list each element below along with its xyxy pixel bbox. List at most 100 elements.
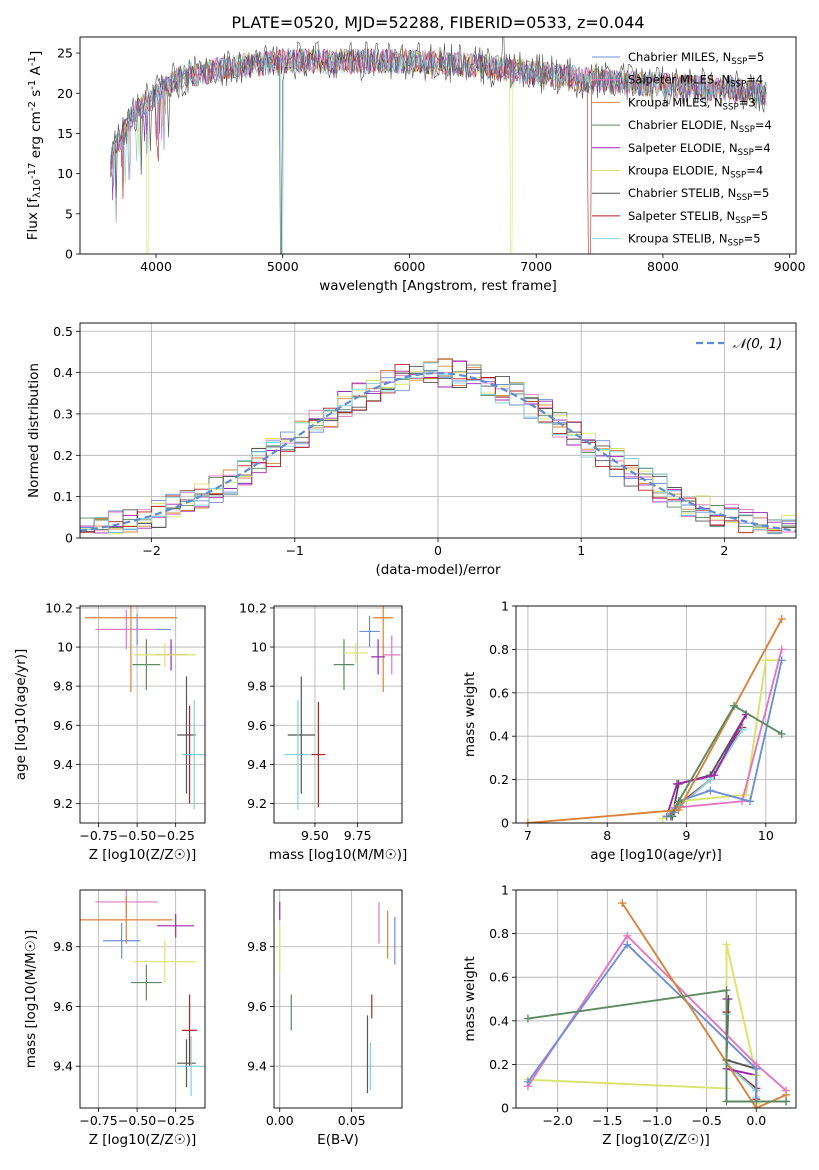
weight-point-marker	[730, 701, 739, 710]
weight-point-marker	[722, 1097, 731, 1106]
weight-point-marker	[673, 779, 682, 788]
x-tick-label: 10	[758, 828, 774, 843]
y-tick-label: 20	[57, 86, 73, 101]
weight-point-marker	[674, 805, 683, 814]
plot-area	[284, 606, 401, 810]
axes-frame	[79, 605, 206, 824]
y-tick-label: 0.3	[53, 406, 73, 421]
y-tick-label: 0	[65, 531, 73, 546]
weight-point-marker	[523, 819, 532, 823]
legend-label: Chabrier STELIB, NSSP=5	[628, 186, 769, 203]
legend-label: Kroupa ELODIE, NSSP=4	[628, 164, 763, 181]
weight-vs-metallicity-chart: −2.0 −1.5 −1.0 −0.5 0.0 0 0.2 0.4 0.6 0.8 1 Z [log1…	[462, 883, 797, 1148]
y-tick-label: 0.4	[489, 1013, 509, 1028]
y-tick-label: 9.8	[53, 679, 73, 694]
y-tick-label: 0.4	[489, 729, 509, 744]
x-tick-label: 0.0	[746, 1113, 766, 1128]
y-tick-label: 9.8	[53, 939, 73, 954]
x-tick-label: 9000	[774, 259, 806, 274]
weight-point-marker	[706, 786, 715, 795]
y-tick-label: 9.2	[247, 796, 267, 811]
weight-series-line	[621, 902, 787, 1108]
legend-label: Salpeter ELODIE, NSSP=4	[628, 141, 771, 158]
x-tick-label: 9.50	[301, 828, 329, 843]
weight-point-marker	[761, 656, 770, 665]
legend-label: Kroupa STELIB, NSSP=5	[628, 232, 761, 249]
spectrum-chart: 4000 5000 6000 7000 8000 9000 0 5 10 15 20 25 wavele…	[25, 36, 806, 294]
y-tick-label: 9.6	[247, 718, 267, 733]
x-axis-label: Z [log10(Z/Z☉)]	[602, 1132, 710, 1148]
y-tick-label: 1	[501, 883, 509, 898]
spectrum-series-line	[110, 48, 767, 254]
legend-label: Kroupa MILES, NSSP=3	[628, 95, 756, 112]
y-tick-label: 0.2	[53, 448, 73, 463]
y-tick-label: 0.1	[53, 489, 73, 504]
plot-area	[279, 901, 396, 1094]
weight-point-marker	[738, 725, 747, 734]
weight-point-marker	[523, 1014, 532, 1023]
weight-series-line	[527, 944, 758, 1104]
y-tick-label: 0	[501, 1101, 509, 1116]
age-vs-mass-chart: 9.50 9.75 9.2 9.4 9.6 9.8 10 10.2 mass [log10(M/…	[239, 600, 408, 863]
y-tick-label: 9.4	[53, 1059, 73, 1074]
spectrum-legend: Chabrier MILES, NSSP=5 Salpeter MILES, NS…	[592, 50, 772, 249]
y-tick-label: 15	[57, 126, 73, 141]
x-tick-label: −0.50	[118, 828, 156, 843]
plot-area	[80, 358, 796, 535]
residual-chart: −2 −1 0 1 2 0 0.1 0.2 0.3 0.4 0.5 (data-model)/erro…	[26, 322, 797, 578]
x-tick-label: 0.00	[266, 1113, 294, 1128]
y-tick-label: 0.6	[489, 970, 509, 985]
y-tick-label: 1	[501, 599, 509, 614]
x-tick-label: 0.05	[338, 1113, 366, 1128]
y-axis-label: Normed distribution	[26, 363, 42, 498]
x-axis-label: Z [log10(Z/Z☉)]	[89, 847, 197, 863]
y-axis-label: mass [log10(M/M☉)]	[23, 930, 39, 1069]
chart-title: PLATE=0520, MJD=52288, FIBERID=0533, z=0…	[231, 13, 644, 32]
x-tick-label: −0.25	[157, 1113, 195, 1128]
x-axis-label: wavelength [Angstrom, rest frame]	[319, 278, 557, 294]
y-tick-label: 10	[251, 640, 267, 655]
weight-point-marker	[523, 1077, 532, 1086]
weight-point-marker	[745, 797, 754, 806]
y-tick-label: 0	[501, 816, 509, 831]
weight-point-marker	[782, 1097, 791, 1106]
x-tick-label: −0.25	[157, 828, 195, 843]
y-axis-label: age [log10(age/yr)]	[13, 649, 29, 781]
weight-point-marker	[752, 1104, 761, 1108]
x-axis-label: mass [log10(M/M☉)]	[269, 847, 408, 863]
x-axis-label: Z [log10(Z/Z☉)]	[89, 1132, 197, 1148]
plot-area	[80, 890, 204, 1097]
plot-area	[110, 37, 767, 254]
axes-frame	[273, 889, 403, 1109]
axes-frame	[79, 36, 797, 255]
axes-frame	[515, 605, 797, 824]
legend-label: Salpeter MILES, NSSP=4	[628, 73, 763, 90]
x-tick-label: 5000	[267, 259, 299, 274]
y-tick-label: 0.4	[53, 365, 73, 380]
x-tick-label: 7000	[520, 259, 552, 274]
x-tick-label: −0.5	[691, 1113, 721, 1128]
weight-point-marker	[623, 931, 632, 940]
plot-area	[84, 606, 205, 810]
residual-histogram	[80, 362, 796, 535]
y-tick-label: 10	[57, 166, 73, 181]
y-tick-label: 9.8	[247, 679, 267, 694]
weight-point-marker	[777, 615, 786, 624]
weight-point-marker	[618, 899, 627, 908]
y-tick-label: 9.4	[53, 757, 73, 772]
residual-histogram	[80, 365, 796, 534]
y-tick-label: 9.4	[247, 757, 267, 772]
mass-vs-extinction-chart: 0.00 0.05 9.4 9.6 9.8 E(B-V)	[247, 889, 403, 1148]
y-tick-label: 0.8	[489, 642, 509, 657]
weight-point-marker	[777, 645, 786, 654]
y-tick-label: 10.2	[45, 600, 73, 615]
plot-area	[523, 615, 786, 823]
weight-series-line	[527, 989, 787, 1103]
y-tick-label: 0.5	[53, 324, 73, 339]
x-tick-label: −1.5	[592, 1113, 622, 1128]
legend-label: Chabrier MILES, NSSP=5	[628, 50, 764, 67]
age-vs-metallicity-chart: −0.75 −0.50 −0.25 9.2 9.4 9.6 9.8 10 10.2 Z [log1…	[13, 600, 206, 863]
y-tick-label: 9.6	[53, 718, 73, 733]
y-tick-label: 10	[57, 640, 73, 655]
